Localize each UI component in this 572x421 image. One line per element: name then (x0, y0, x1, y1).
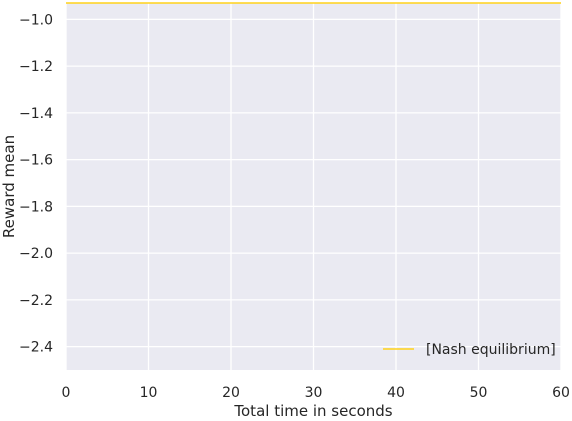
y-axis-label: Reward mean (0, 135, 18, 238)
y-tick-label: −1.6 (19, 153, 53, 169)
y-axis-ticks: −1.0 −1.2 −1.4 −1.6 −1.8 −2.0 −2.2 −2.4 (19, 12, 53, 355)
y-tick-label: −2.4 (19, 340, 53, 356)
x-tick-label: 60 (552, 385, 570, 401)
y-tick-label: −1.0 (19, 12, 53, 28)
x-tick-label: 20 (222, 385, 240, 401)
x-tick-label: 50 (470, 385, 488, 401)
y-tick-label: −1.8 (19, 199, 53, 215)
legend-label-nash-equilibrium: [Nash equilibrium] (426, 342, 556, 358)
x-axis-label: Total time in seconds (233, 402, 392, 420)
x-axis-ticks: 0 10 20 30 40 50 60 (62, 385, 570, 401)
x-tick-label: 40 (387, 385, 405, 401)
x-tick-label: 0 (62, 385, 71, 401)
y-tick-label: −2.0 (19, 246, 53, 262)
y-tick-label: −2.2 (19, 293, 53, 309)
y-tick-label: −1.2 (19, 59, 53, 75)
y-tick-label: −1.4 (19, 106, 53, 122)
x-tick-label: 10 (140, 385, 158, 401)
x-tick-label: 30 (305, 385, 323, 401)
